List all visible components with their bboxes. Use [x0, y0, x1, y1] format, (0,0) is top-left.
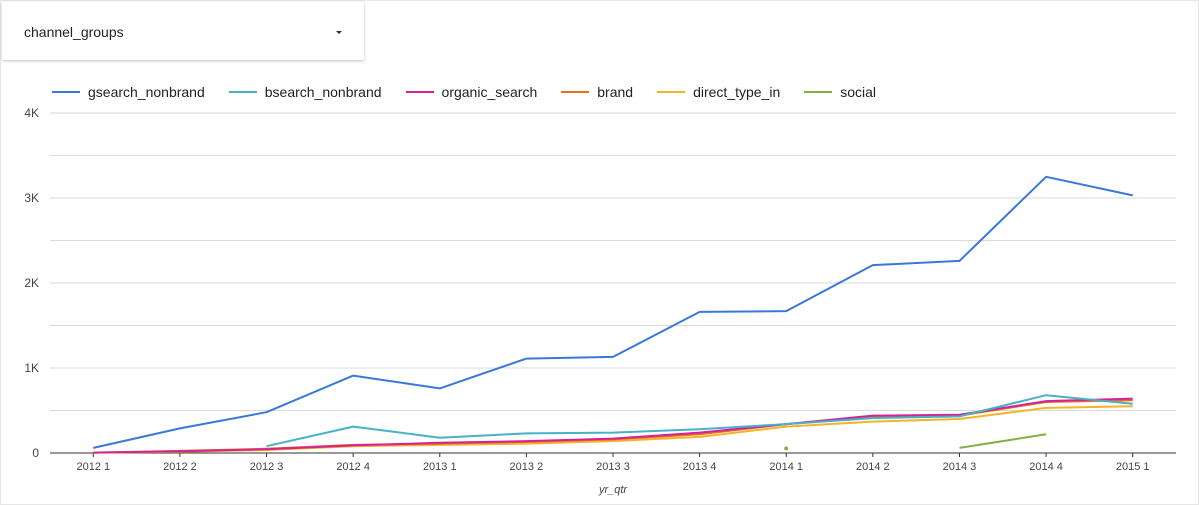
- y-tick-label: 0: [32, 446, 39, 460]
- legend-label: brand: [597, 84, 634, 100]
- x-tick-label: 2015 1: [1116, 461, 1150, 473]
- channel-groups-dropdown[interactable]: channel_groups: [2, 2, 364, 60]
- x-tick-label: 2012 4: [336, 461, 370, 473]
- legend-item-gsearch-nonbrand[interactable]: gsearch_nonbrand: [52, 84, 205, 100]
- caret-down-icon: [336, 31, 342, 34]
- legend-swatch: [228, 91, 257, 93]
- legend-swatch: [804, 91, 833, 93]
- x-tick-label: 2012 1: [76, 461, 110, 473]
- legend-item-brand[interactable]: brand: [561, 84, 633, 100]
- dropdown-label: channel_groups: [24, 24, 124, 40]
- legend-label: social: [840, 84, 877, 100]
- legend-swatch: [561, 91, 590, 93]
- x-tick-label: 2012 2: [163, 461, 197, 473]
- y-tick-label: 1K: [24, 361, 39, 375]
- series-line-organic-search: [93, 397, 1133, 454]
- legend-swatch: [52, 91, 80, 93]
- series-line-gsearch-nonbrand: [93, 175, 1133, 449]
- legend-swatch: [405, 91, 434, 93]
- series-point-social: [784, 446, 789, 451]
- x-tick-label: 2014 2: [856, 461, 890, 473]
- x-tick-label: 2012 3: [250, 461, 284, 473]
- series-line-bsearch-nonbrand: [266, 394, 1133, 448]
- legend-swatch: [657, 91, 686, 93]
- legend-item-direct-type-in[interactable]: direct_type_in: [657, 84, 780, 100]
- legend-item-social[interactable]: social: [804, 84, 876, 100]
- y-tick-label: 4K: [24, 106, 39, 120]
- x-tick-label: 2014 4: [1029, 461, 1063, 473]
- legend-label: gsearch_nonbrand: [88, 84, 205, 100]
- x-axis-title: yr_qtr: [598, 484, 628, 496]
- x-tick-label: 2013 4: [683, 461, 717, 473]
- series-line-social: [959, 433, 1047, 449]
- x-tick-label: 2013 2: [510, 461, 544, 473]
- legend-item-bsearch-nonbrand[interactable]: bsearch_nonbrand: [228, 84, 382, 100]
- x-tick-label: 2014 1: [769, 461, 803, 473]
- y-tick-label: 2K: [24, 276, 39, 290]
- legend-label: organic_search: [441, 84, 538, 100]
- legend-item-organic-search[interactable]: organic_search: [405, 84, 538, 100]
- x-tick-label: 2013 3: [596, 461, 630, 473]
- legend-label: bsearch_nonbrand: [264, 84, 382, 100]
- x-tick-label: 2013 1: [423, 461, 457, 473]
- y-tick-label: 3K: [24, 191, 39, 205]
- chart-legend: gsearch_nonbrand bsearch_nonbrand organic_…: [52, 82, 900, 102]
- x-tick-label: 2014 3: [943, 461, 977, 473]
- legend-label: direct_type_in: [693, 84, 781, 100]
